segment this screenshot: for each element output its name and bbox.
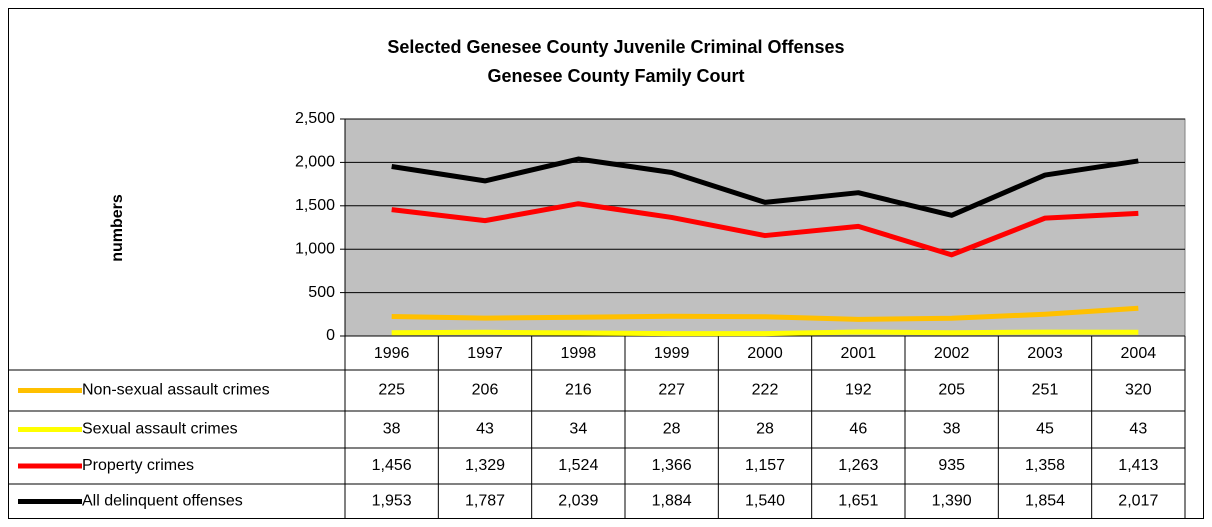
series-line	[391, 156, 1139, 218]
table-value: 38	[383, 421, 401, 438]
table-value: 225	[378, 382, 405, 399]
y-tick-label: 1,500	[295, 197, 335, 214]
x-tick-label: 2002	[934, 345, 970, 362]
table-value: 45	[1036, 421, 1054, 438]
table-value: 222	[752, 382, 779, 399]
table-value: 206	[472, 382, 499, 399]
x-tick-label: 1999	[654, 345, 690, 362]
legend-label: Sexual assault crimes	[82, 421, 238, 438]
table-value: 1,263	[838, 457, 878, 474]
x-tick-label: 2003	[1027, 345, 1063, 362]
table-value: 192	[845, 382, 872, 399]
table-value: 2,017	[1118, 493, 1158, 510]
chart-title: Selected Genesee County Juvenile Crimina…	[387, 37, 844, 57]
table-value: 1,854	[1025, 493, 1065, 510]
table-value: 205	[938, 382, 965, 399]
chart-subtitle: Genesee County Family Court	[487, 66, 744, 86]
table-value: 28	[663, 421, 681, 438]
series-line	[391, 329, 1139, 337]
table-value: 1,524	[558, 457, 598, 474]
table-value: 1,413	[1118, 457, 1158, 474]
table-value: 1,358	[1025, 457, 1065, 474]
table-value: 1,157	[745, 457, 785, 474]
table-value: 43	[1129, 421, 1147, 438]
table-value: 43	[476, 421, 494, 438]
table-value: 46	[849, 421, 867, 438]
table-value: 1,953	[372, 493, 412, 510]
legend-label: Property crimes	[82, 457, 194, 474]
table-value: 1,329	[465, 457, 505, 474]
legend-label: Non-sexual assault crimes	[82, 382, 270, 399]
x-tick-label: 2001	[841, 345, 877, 362]
x-tick-label: 1996	[374, 345, 410, 362]
x-tick-label: 2000	[747, 345, 783, 362]
y-tick-label: 1,000	[295, 240, 335, 257]
x-tick-label: 1997	[467, 345, 503, 362]
table-value: 216	[565, 382, 592, 399]
table-value: 935	[938, 457, 965, 474]
table-value: 2,039	[558, 493, 598, 510]
x-tick-label: 1998	[561, 345, 597, 362]
series-line	[391, 201, 1139, 258]
table-value: 1,390	[932, 493, 972, 510]
y-axis-label: numbers	[109, 194, 126, 262]
y-tick-label: 0	[326, 327, 335, 344]
table-value: 227	[658, 382, 685, 399]
table-value: 1,366	[652, 457, 692, 474]
series-line	[391, 305, 1139, 322]
table-value: 28	[756, 421, 774, 438]
plot-area	[344, 118, 1186, 337]
y-tick-label: 2,500	[295, 110, 335, 127]
table-value: 1,651	[838, 493, 878, 510]
table-value: 1,456	[372, 457, 412, 474]
table-value: 1,884	[652, 493, 692, 510]
table-value: 1,787	[465, 493, 505, 510]
x-tick-label: 2004	[1121, 345, 1157, 362]
table-value: 1,540	[745, 493, 785, 510]
y-tick-label: 500	[308, 284, 335, 301]
legend-label: All delinquent offenses	[82, 493, 243, 510]
table-value: 34	[569, 421, 587, 438]
table-value: 251	[1032, 382, 1059, 399]
table-value: 320	[1125, 382, 1152, 399]
y-tick-label: 2,000	[295, 154, 335, 171]
table-value: 38	[943, 421, 961, 438]
